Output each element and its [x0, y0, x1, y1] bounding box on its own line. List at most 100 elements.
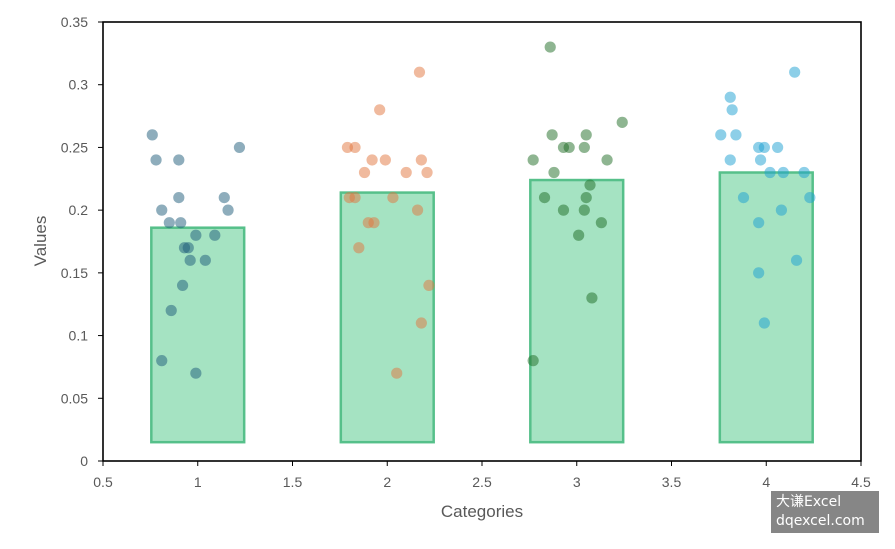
data-point	[798, 166, 810, 179]
data-point	[366, 154, 378, 166]
x-tick-label: 4	[762, 474, 770, 490]
data-point	[379, 154, 391, 166]
data-point	[374, 104, 386, 116]
y-tick-label: 0.1	[69, 328, 89, 344]
x-axis-title: Categories	[441, 502, 523, 521]
data-point	[349, 192, 361, 204]
data-point	[616, 116, 628, 128]
data-point	[150, 154, 162, 166]
data-point	[173, 192, 185, 204]
data-point	[527, 154, 539, 166]
data-point	[176, 279, 189, 291]
category-box-2	[339, 191, 435, 444]
x-tick-label: 3	[573, 474, 581, 490]
data-point	[789, 66, 801, 78]
data-point	[368, 217, 380, 229]
data-point	[777, 166, 789, 179]
data-point	[190, 229, 202, 241]
data-point	[163, 217, 175, 229]
y-tick-label: 0.15	[61, 265, 88, 281]
data-point	[730, 129, 742, 141]
data-point	[557, 204, 570, 216]
boxes-layer	[150, 171, 814, 444]
data-point	[423, 279, 435, 291]
data-point	[737, 192, 750, 204]
watermark-line-1: 大谦Excel	[776, 494, 842, 510]
data-point	[156, 204, 168, 216]
data-point	[724, 154, 736, 166]
data-point	[724, 91, 736, 103]
data-point	[413, 66, 426, 78]
data-point	[209, 229, 221, 241]
category-box-4	[718, 171, 814, 444]
x-tick-label: 2	[383, 474, 391, 490]
data-point	[775, 204, 788, 216]
data-point	[233, 141, 246, 154]
data-point	[400, 166, 412, 179]
y-tick-label: 0.2	[69, 202, 89, 218]
data-point	[595, 217, 607, 229]
data-point	[754, 154, 767, 166]
data-point	[544, 41, 556, 53]
watermark-line-2: dqexcel.com	[776, 513, 865, 529]
data-point	[190, 367, 202, 379]
data-point	[563, 141, 575, 154]
y-tick-label: 0	[80, 453, 88, 469]
data-point	[175, 217, 187, 229]
x-tick-label: 0.5	[93, 474, 113, 490]
data-point	[764, 166, 776, 179]
x-tick-label: 3.5	[662, 474, 682, 490]
x-tick-label: 1.5	[283, 474, 303, 490]
y-tick-label: 0.25	[61, 139, 88, 155]
data-point	[790, 254, 803, 266]
data-point	[580, 129, 592, 141]
data-point	[156, 355, 168, 367]
data-point	[182, 242, 194, 254]
y-tick-label: 0.3	[69, 77, 89, 93]
data-point	[184, 254, 196, 266]
x-axis-ticks: 0.5 1 1.5 2 2.5 3 3.5 4 4.5	[93, 461, 871, 490]
data-point	[804, 192, 816, 204]
data-point	[358, 166, 371, 179]
y-axis-ticks: 0 0.05 0.1 0.15 0.2 0.25 0.3 0.35	[61, 14, 103, 469]
data-point	[527, 355, 539, 367]
data-point	[580, 192, 592, 204]
data-point	[391, 367, 403, 379]
x-tick-label: 2.5	[472, 474, 492, 490]
category-box-3	[529, 178, 625, 444]
data-point	[146, 129, 158, 141]
data-point	[546, 129, 558, 141]
data-point	[715, 129, 727, 141]
watermark: 大谦Excel dqexcel.com	[771, 491, 879, 533]
data-point	[578, 141, 590, 154]
data-point	[772, 141, 784, 154]
points-layer	[146, 41, 816, 379]
y-tick-label: 0.35	[61, 14, 88, 30]
data-point	[584, 179, 596, 191]
data-point	[538, 192, 551, 204]
data-point	[586, 292, 598, 304]
data-point	[601, 154, 613, 166]
data-point	[411, 204, 424, 216]
x-tick-label: 1	[194, 474, 202, 490]
y-axis-title: Values	[31, 216, 50, 267]
x-tick-label: 4.5	[851, 474, 871, 490]
data-point	[415, 317, 427, 329]
data-point	[222, 204, 234, 216]
data-point	[753, 217, 765, 229]
data-point	[353, 242, 365, 254]
data-point	[387, 192, 399, 204]
data-point	[758, 317, 770, 329]
data-point	[421, 166, 433, 179]
data-point	[173, 154, 185, 166]
data-point	[218, 192, 230, 204]
data-point	[548, 166, 560, 179]
data-point	[758, 141, 770, 154]
data-point	[726, 104, 738, 116]
data-point	[573, 229, 585, 241]
data-point	[415, 154, 427, 166]
data-point	[165, 304, 177, 317]
data-point	[199, 254, 211, 266]
category-box-1	[150, 226, 246, 444]
